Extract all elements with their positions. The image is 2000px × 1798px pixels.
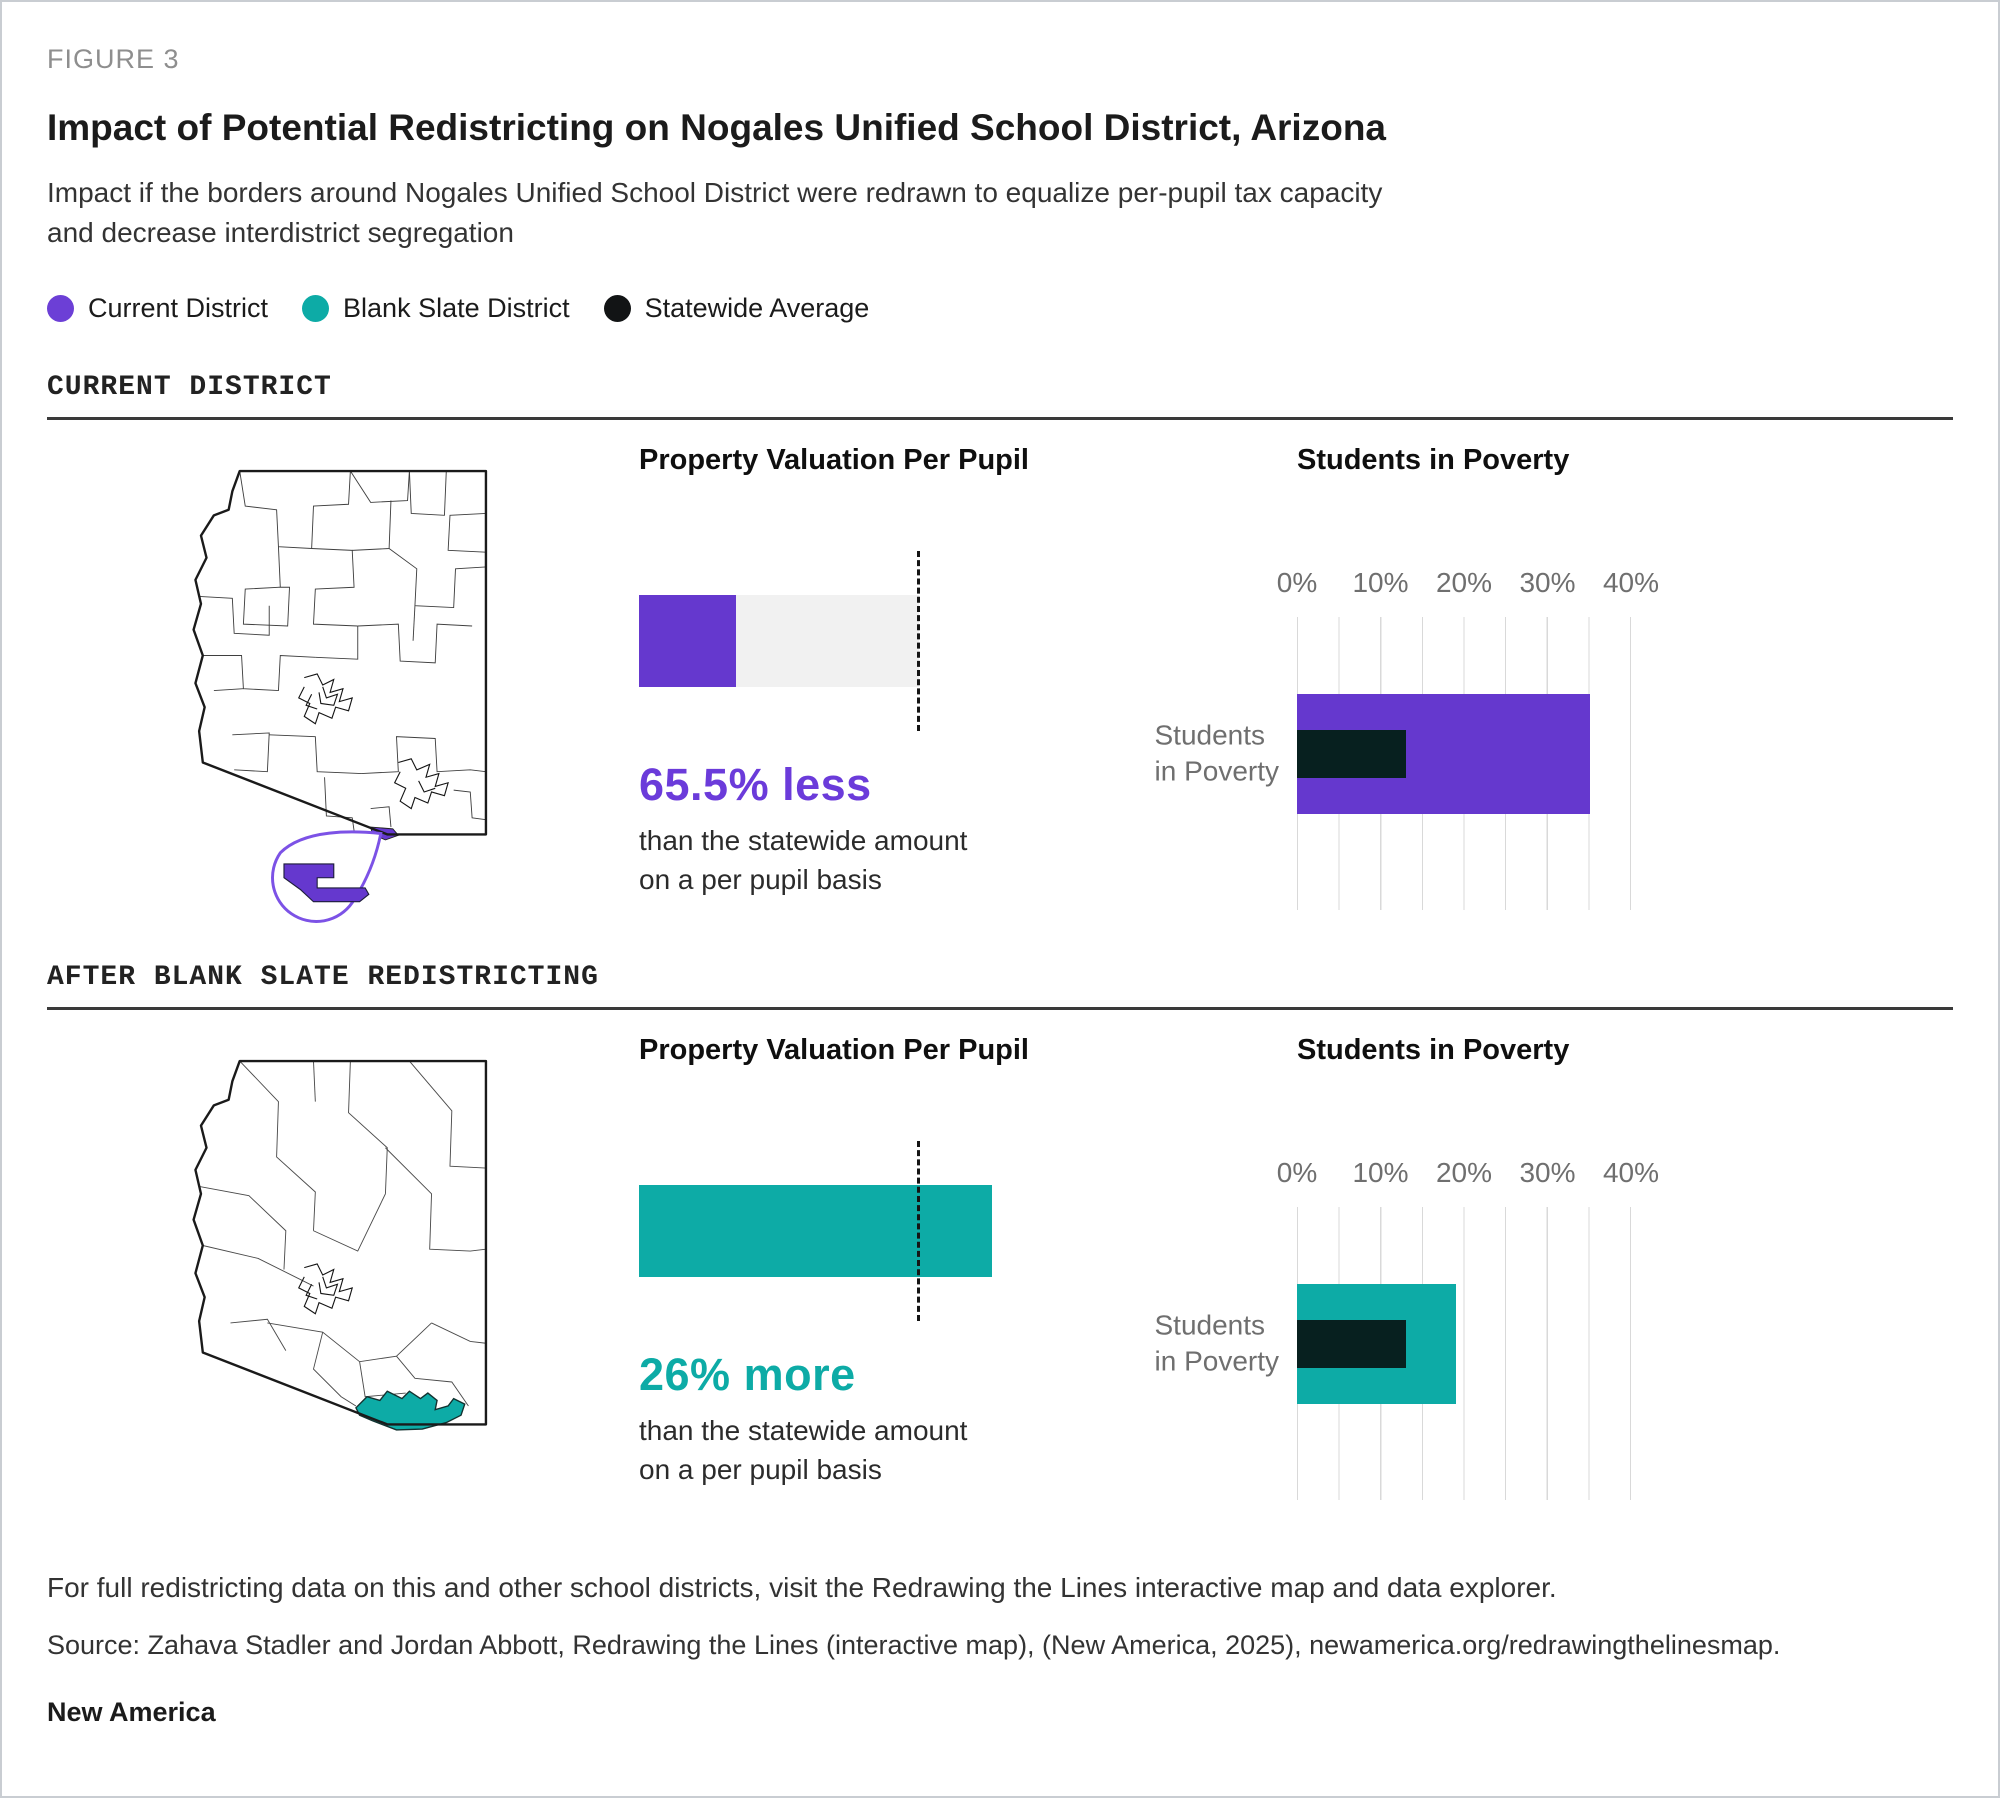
arizona-map-svg xyxy=(192,1059,488,1431)
property-valuation-chart-blank-slate: Property Valuation Per Pupil 26% more th… xyxy=(639,1010,1109,1489)
axis-tick: 30% xyxy=(1519,1156,1576,1188)
district-value-bar xyxy=(639,594,736,687)
statewide-poverty-bar xyxy=(1297,729,1406,778)
footer-source: Source: Zahava Stadler and Jordan Abbott… xyxy=(47,1629,1781,1660)
section-divider xyxy=(47,1006,1953,1010)
statewide-reference-line xyxy=(917,1140,920,1321)
stat-note-line: than the statewide amount xyxy=(639,824,968,856)
current-district-swatch-icon xyxy=(47,294,74,322)
section-current-district: CURRENT DISTRICT xyxy=(47,372,1953,924)
stat-value: 65.5% less xyxy=(639,758,872,810)
x-axis-tick-labels: 0% 10% 20% 30% 40% xyxy=(1277,566,1659,603)
axis-tick: 40% xyxy=(1602,566,1660,598)
property-valuation-chart-current: Property Valuation Per Pupil 65.5% less … xyxy=(639,420,1109,899)
statewide-poverty-bar xyxy=(1297,1319,1406,1368)
legend-label: Current District xyxy=(88,292,269,323)
legend-label: Statewide Average xyxy=(644,292,870,323)
section-header: AFTER BLANK SLATE REDISTRICTING xyxy=(47,961,599,993)
plot-area: Students in Poverty xyxy=(1155,1206,1632,1500)
arizona-state-outline xyxy=(192,1059,488,1426)
statewide-reference-line xyxy=(917,550,920,731)
nogales-district-zoomed-shape xyxy=(283,862,370,902)
section-blank-slate: AFTER BLANK SLATE REDISTRICTING xyxy=(47,962,1953,1514)
blank-slate-district-swatch-icon xyxy=(302,294,330,322)
legend-item-blank-slate-district: Blank Slate District xyxy=(302,293,570,324)
page-title: Impact of Potential Redistricting on Nog… xyxy=(47,107,1386,148)
students-in-poverty-chart-current: Students in Poverty 0% 10% 20% 30% 40% S… xyxy=(1109,420,1953,910)
page-subtitle: Impact if the borders around Nogales Uni… xyxy=(47,177,1383,248)
students-in-poverty-chart-blank-slate: Students in Poverty 0% 10% 20% 30% 40% S… xyxy=(1109,1010,1953,1500)
stat-note-line: than the statewide amount xyxy=(639,1414,968,1446)
legend-item-statewide-average: Statewide Average xyxy=(603,292,870,324)
section-divider xyxy=(47,416,1953,420)
arizona-blank-slate-map xyxy=(47,1010,639,1514)
axis-tick: 40% xyxy=(1602,1156,1660,1188)
axis-tick: 10% xyxy=(1352,1156,1409,1188)
stat-value: 26% more xyxy=(639,1348,856,1400)
chart-title: Property Valuation Per Pupil xyxy=(639,443,1029,476)
chart-title: Property Valuation Per Pupil xyxy=(639,1033,1029,1066)
axis-tick: 0% xyxy=(1276,566,1318,598)
new-america-brand: New America xyxy=(47,1696,216,1727)
statewide-average-swatch-icon xyxy=(603,294,631,322)
district-value-bar xyxy=(639,1184,992,1277)
legend-label: Blank Slate District xyxy=(343,292,570,323)
blank-slate-district-highlight xyxy=(355,1389,466,1431)
footer-note: For full redistricting data on this and … xyxy=(47,1571,1557,1603)
axis-tick: 20% xyxy=(1435,566,1493,598)
stat-note: than the statewide amount on a per pupil… xyxy=(639,821,1109,899)
row-label: Students in Poverty xyxy=(1154,719,1280,787)
x-axis-tick-labels: 0% 10% 20% 30% 40% xyxy=(1277,1156,1659,1193)
bullet-plot xyxy=(639,1140,1079,1321)
arizona-current-district-map xyxy=(47,420,639,924)
axis-tick: 0% xyxy=(1276,1156,1318,1188)
axis-tick: 20% xyxy=(1435,1156,1493,1188)
stat-note: than the statewide amount on a per pupil… xyxy=(639,1411,1109,1489)
stat-note-line: on a per pupil basis xyxy=(639,1453,882,1485)
section-header: CURRENT DISTRICT xyxy=(47,371,332,403)
district-boundaries xyxy=(199,470,487,831)
bullet-plot xyxy=(639,550,1079,731)
axis-tick: 30% xyxy=(1519,566,1576,598)
legend: Current District Blank Slate District St… xyxy=(47,293,1953,324)
arizona-map-svg xyxy=(192,469,488,923)
plot-area: Students in Poverty xyxy=(1155,616,1632,910)
chart-title: Students in Poverty xyxy=(1297,443,1570,476)
arizona-state-outline xyxy=(192,469,488,836)
axis-tick: 10% xyxy=(1352,566,1409,598)
chart-title: Students in Poverty xyxy=(1297,1033,1570,1066)
stat-note-line: on a per pupil basis xyxy=(639,863,882,895)
row-label: Students in Poverty xyxy=(1154,1309,1280,1377)
legend-item-current-district: Current District xyxy=(47,293,268,324)
district-boundaries xyxy=(199,1060,486,1406)
figure-label: FIGURE 3 xyxy=(47,44,180,74)
